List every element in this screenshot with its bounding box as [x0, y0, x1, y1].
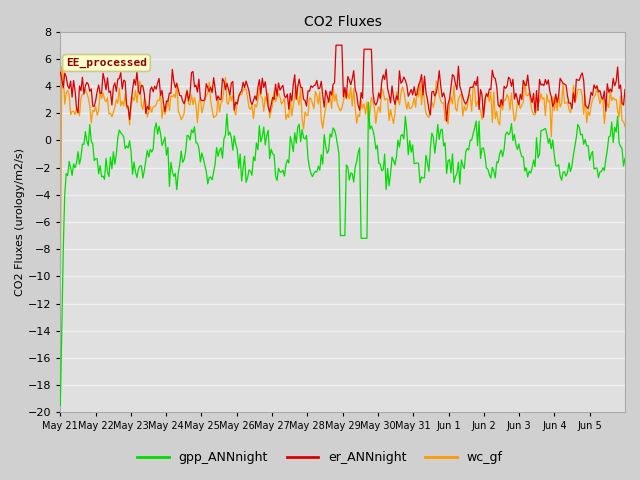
er_ANNnight — [443, 118, 451, 124]
Y-axis label: CO2 Fluxes (urology/m2/s): CO2 Fluxes (urology/m2/s) — [15, 148, 25, 296]
gpp_ANNnight — [93, 156, 101, 162]
gpp_ANNnight — [621, 156, 629, 161]
wc_gf — [56, 287, 64, 293]
er_ANNnight — [620, 102, 627, 108]
er_ANNnight — [462, 101, 470, 107]
wc_gf — [348, 103, 356, 109]
er_ANNnight — [332, 42, 340, 48]
gpp_ANNnight — [76, 161, 83, 167]
er_ANNnight — [546, 88, 554, 94]
gpp_ANNnight — [56, 403, 64, 408]
er_ANNnight — [621, 86, 629, 92]
Line: wc_gf: wc_gf — [60, 67, 625, 290]
wc_gf — [545, 99, 552, 105]
gpp_ANNnight — [347, 170, 355, 176]
wc_gf — [77, 96, 84, 101]
Line: gpp_ANNnight: gpp_ANNnight — [60, 102, 625, 406]
er_ANNnight — [93, 89, 101, 95]
gpp_ANNnight — [545, 140, 552, 146]
wc_gf — [621, 124, 629, 130]
Text: EE_processed: EE_processed — [66, 58, 147, 68]
wc_gf — [618, 118, 626, 123]
Legend: gpp_ANNnight, er_ANNnight, wc_gf: gpp_ANNnight, er_ANNnight, wc_gf — [132, 446, 508, 469]
er_ANNnight — [76, 83, 83, 89]
gpp_ANNnight — [460, 166, 468, 171]
er_ANNnight — [56, 70, 64, 75]
gpp_ANNnight — [365, 99, 372, 105]
wc_gf — [58, 64, 66, 70]
wc_gf — [460, 103, 468, 109]
er_ANNnight — [348, 76, 356, 82]
wc_gf — [95, 108, 102, 113]
Line: er_ANNnight: er_ANNnight — [60, 45, 625, 121]
Title: CO2 Fluxes: CO2 Fluxes — [304, 15, 381, 29]
gpp_ANNnight — [618, 146, 626, 152]
